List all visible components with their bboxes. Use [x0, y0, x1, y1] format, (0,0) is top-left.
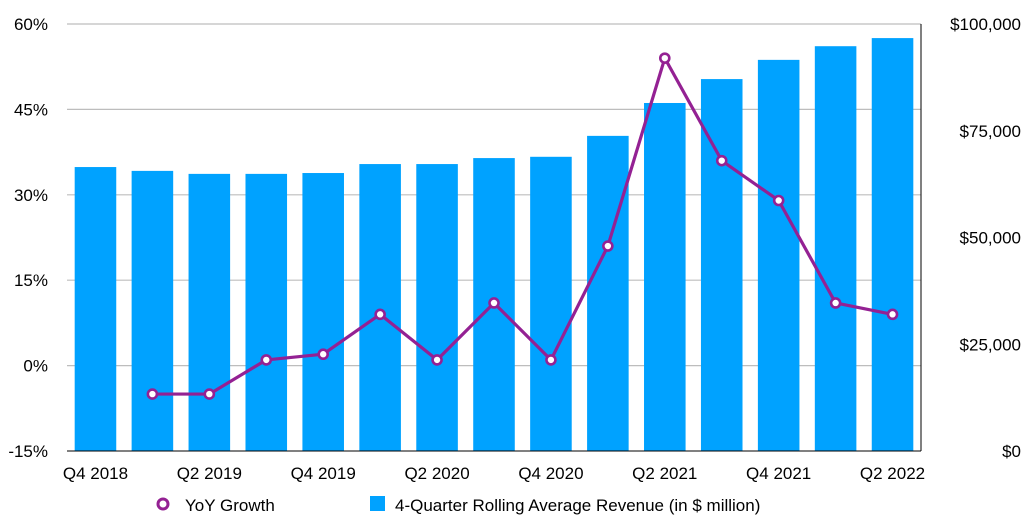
revenue-bar	[416, 164, 458, 451]
right-axis-tick: $75,000	[960, 122, 1021, 141]
left-axis-tick: 0%	[23, 357, 48, 376]
revenue-bar	[359, 164, 401, 451]
revenue-bar	[530, 156, 572, 451]
axes	[67, 24, 922, 452]
yoy-data-point	[488, 297, 500, 309]
yoy-data-point	[431, 354, 443, 366]
legend-item-revenue: 4-Quarter Rolling Average Revenue (in $ …	[370, 496, 760, 515]
revenue-bars	[74, 38, 914, 452]
left-axis-tick: 30%	[14, 186, 48, 205]
legend-item-yoy-growth: YoY Growth	[156, 496, 275, 515]
legend-label: YoY Growth	[185, 496, 275, 515]
x-axis-tick: Q2 2022	[860, 464, 925, 483]
x-axis-tick: Q4 2018	[63, 464, 128, 483]
left-axis-tick: 15%	[14, 271, 48, 290]
revenue-bar	[131, 170, 174, 451]
revenue-bar	[644, 102, 686, 452]
legend-label: 4-Quarter Rolling Average Revenue (in $ …	[395, 496, 760, 515]
yoy-data-point	[545, 354, 557, 366]
right-axis-labels: $0 $25,000 $50,000 $75,000 $100,000	[950, 15, 1021, 461]
x-axis-tick: Q2 2019	[177, 464, 242, 483]
x-axis-tick: Q2 2021	[632, 464, 697, 483]
revenue-bar	[700, 79, 743, 451]
x-axis-tick: Q2 2020	[404, 464, 469, 483]
yoy-data-point	[886, 308, 899, 321]
line-marker-icon	[156, 497, 170, 511]
left-axis-tick: 60%	[14, 15, 48, 34]
yoy-data-point	[658, 52, 671, 64]
revenue-bar	[814, 46, 857, 451]
right-axis-tick: $50,000	[960, 229, 1021, 248]
yoy-data-point	[317, 348, 330, 361]
x-axis-tick: Q4 2021	[746, 464, 811, 483]
yoy-data-point	[829, 297, 842, 309]
legend: YoY Growth 4-Quarter Rolling Average Rev…	[156, 496, 760, 515]
yoy-data-point	[602, 240, 614, 252]
x-axis-labels: Q4 2018 Q2 2019 Q4 2019 Q2 2020 Q4 2020 Q2 20…	[63, 464, 925, 483]
left-axis-labels: -15% 0% 15% 30% 45% 60%	[8, 15, 48, 461]
left-axis-tick: 45%	[14, 100, 48, 119]
revenue-bar	[757, 59, 800, 451]
revenue-bar	[871, 38, 914, 451]
yoy-line-path	[152, 56, 893, 396]
revenue-bar	[245, 173, 288, 451]
right-axis-tick: $0	[1002, 442, 1021, 461]
revenue-bar	[74, 167, 117, 452]
yoy-data-point	[146, 388, 159, 400]
yoy-data-point	[260, 354, 273, 366]
yoy-data-point	[772, 194, 785, 207]
yoy-growth-line	[146, 52, 899, 400]
bar-swatch-icon	[370, 496, 385, 511]
revenue-bar	[587, 135, 629, 451]
right-axis-tick: $100,000	[950, 15, 1021, 34]
yoy-data-point	[715, 154, 728, 167]
revenue-bar	[188, 173, 231, 451]
yoy-data-point	[374, 308, 386, 321]
left-axis-tick: -15%	[8, 442, 48, 461]
x-axis-tick: Q4 2020	[518, 464, 583, 483]
x-axis-tick: Q4 2019	[291, 464, 356, 483]
yoy-data-point	[203, 388, 216, 400]
revenue-bar	[302, 173, 344, 451]
right-axis-tick: $25,000	[960, 335, 1021, 354]
